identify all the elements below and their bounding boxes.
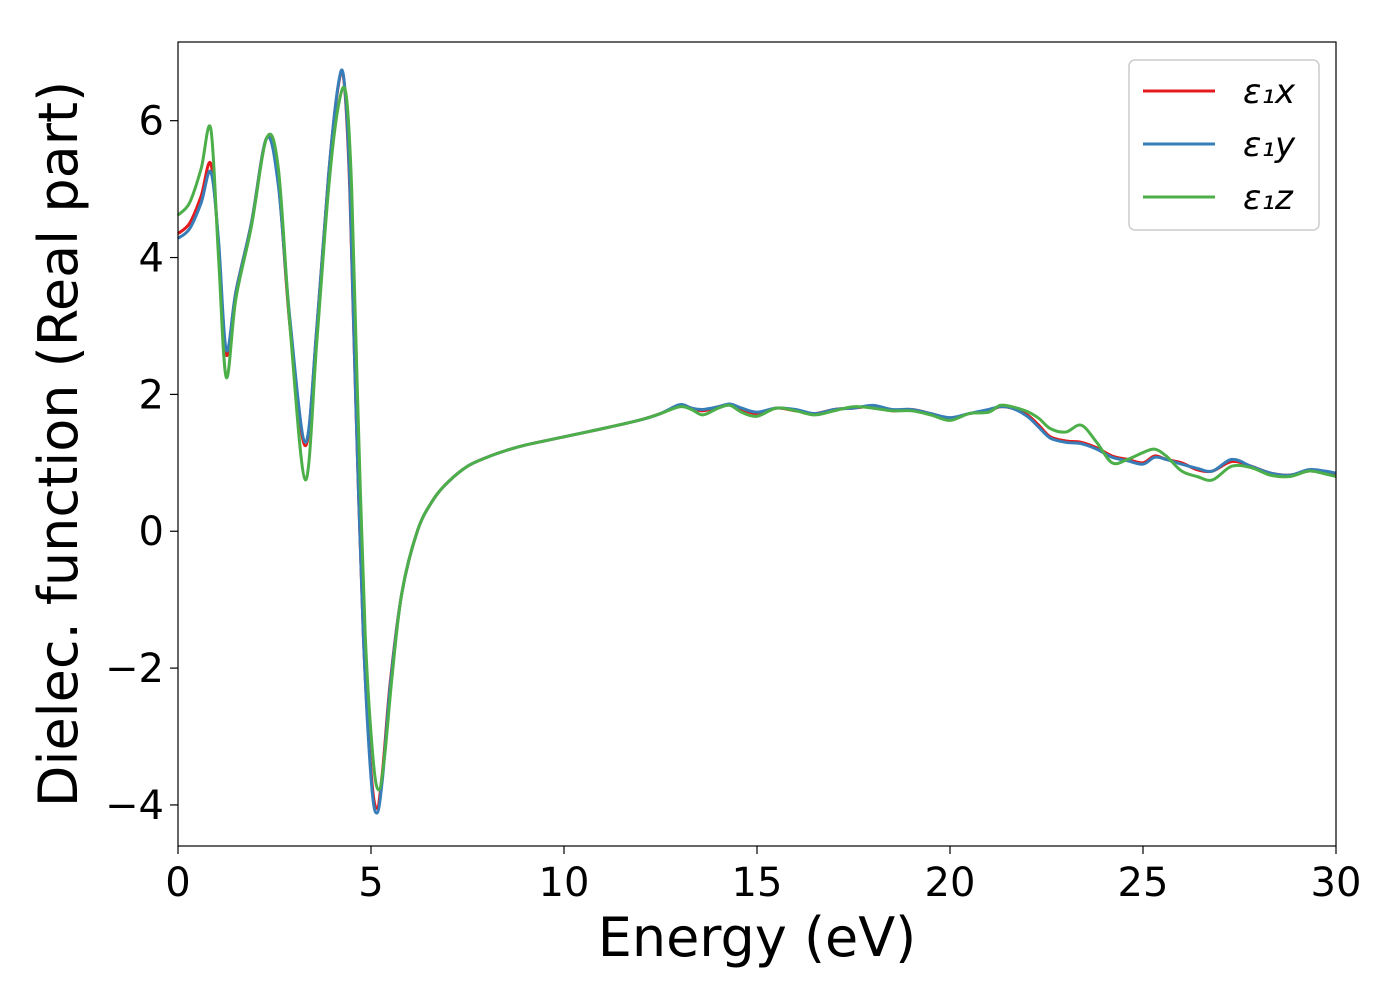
y-tick-label: −2: [105, 646, 164, 692]
y-tick-label: −4: [105, 783, 164, 829]
legend-label-3: ε₁z: [1243, 178, 1294, 218]
x-tick-label: 10: [539, 860, 590, 906]
x-tick-label: 25: [1118, 860, 1169, 906]
legend-items: ε₁x ε₁y ε₁z: [1143, 72, 1296, 218]
y-tick-label: 4: [139, 236, 164, 282]
y-axis-ticks: −4 −2 0 2 4 6: [105, 99, 178, 829]
x-tick-label: 20: [925, 860, 976, 906]
x-tick-label: 5: [358, 860, 383, 906]
legend-label-2: ε₁y: [1243, 125, 1296, 165]
y-tick-label: 0: [139, 509, 164, 555]
y-tick-label: 6: [139, 99, 164, 145]
legend-box: [1128, 59, 1320, 231]
legend-label-1: ε₁x: [1243, 72, 1296, 112]
x-tick-label: 15: [732, 860, 783, 906]
x-axis-ticks: 0 5 10 15 20 25 30: [165, 846, 1361, 906]
y-axis-label: Dielec. function (Real part): [27, 81, 90, 807]
y-tick-label: 2: [139, 372, 164, 418]
x-tick-label: 0: [165, 860, 190, 906]
x-axis-label: Energy (eV): [598, 906, 917, 969]
legend: ε₁x ε₁y ε₁z: [1128, 59, 1320, 231]
x-tick-label: 30: [1311, 860, 1362, 906]
series-layer: [176, 68, 1337, 815]
series-line-3: [176, 85, 1337, 792]
